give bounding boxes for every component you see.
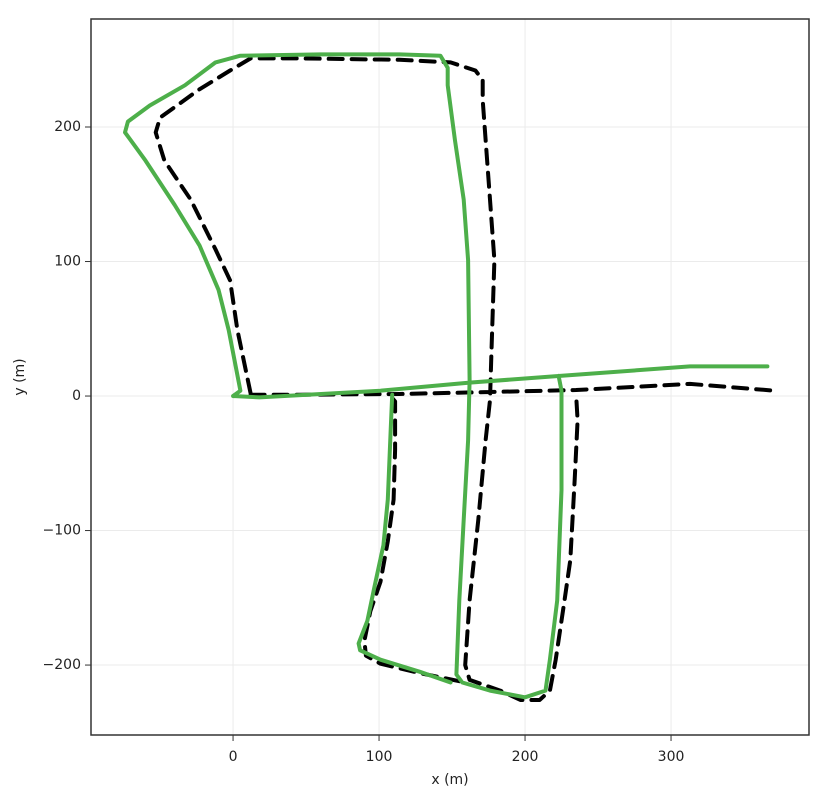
plot-frame: [90, 18, 810, 736]
x-axis-label: x (m): [431, 772, 468, 788]
y-tick-label: 0: [72, 388, 81, 404]
x-tick-label: 200: [512, 749, 539, 765]
trajectory-line: [153, 56, 777, 702]
x-tick-label: 100: [366, 749, 393, 765]
x-tick-label: 0: [229, 749, 238, 765]
y-tick-label: −200: [43, 657, 81, 673]
y-axis-label: y (m): [12, 358, 28, 395]
y-tick-label: 100: [54, 254, 81, 270]
y-tick-label: 200: [54, 119, 81, 135]
y-tick-label: −100: [43, 523, 81, 539]
x-tick-label: 300: [658, 749, 685, 765]
trajectory-line: [123, 52, 770, 700]
